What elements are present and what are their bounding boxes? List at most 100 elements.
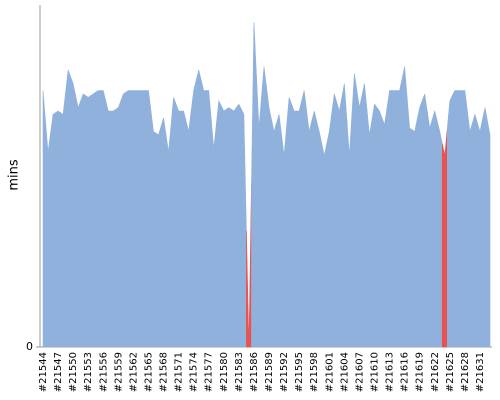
x-tick-label: #21601 bbox=[324, 352, 335, 392]
build-area bbox=[60, 92, 66, 348]
x-tick-label: #21619 bbox=[415, 352, 426, 392]
build-area bbox=[231, 106, 237, 348]
build-area bbox=[85, 95, 92, 348]
build-area bbox=[130, 90, 137, 348]
build-area bbox=[441, 128, 448, 348]
x-tick-label: #21571 bbox=[174, 352, 185, 392]
build-area bbox=[462, 90, 468, 348]
x-tick-label: #21616 bbox=[400, 352, 411, 392]
build-area bbox=[356, 90, 363, 348]
build-area bbox=[431, 109, 438, 348]
build-area bbox=[447, 95, 453, 348]
build-area bbox=[321, 143, 328, 348]
build-area bbox=[331, 93, 338, 348]
build-area bbox=[472, 113, 478, 348]
build-area bbox=[371, 103, 378, 348]
build-area bbox=[286, 97, 292, 348]
x-tick-label: #21544 bbox=[38, 352, 49, 392]
build-area bbox=[150, 110, 157, 348]
build-area bbox=[361, 83, 368, 348]
build-area bbox=[145, 90, 152, 348]
build-area bbox=[120, 91, 127, 348]
build-area bbox=[45, 121, 51, 348]
build-area bbox=[411, 119, 418, 348]
build-area bbox=[236, 103, 242, 348]
build-area bbox=[180, 110, 187, 348]
build-area bbox=[416, 100, 423, 348]
build-area bbox=[487, 121, 491, 348]
build-area bbox=[366, 109, 373, 348]
x-tick-label: #21607 bbox=[354, 352, 365, 392]
x-tick-label: #21598 bbox=[309, 352, 320, 392]
build-area bbox=[467, 110, 473, 348]
build-area bbox=[336, 97, 343, 348]
build-area bbox=[452, 90, 458, 348]
x-tick-label: #21562 bbox=[128, 352, 139, 392]
build-area bbox=[396, 78, 403, 348]
x-tick-label: #21556 bbox=[98, 352, 109, 392]
x-tick-label: #21592 bbox=[279, 352, 290, 392]
build-area bbox=[306, 110, 313, 348]
build-area bbox=[155, 126, 162, 348]
build-area bbox=[205, 90, 212, 348]
build-area bbox=[175, 104, 182, 348]
build-area bbox=[226, 107, 232, 348]
build-area bbox=[386, 90, 393, 348]
build-area bbox=[457, 90, 463, 348]
build-area bbox=[341, 83, 348, 348]
x-tick-label: #21583 bbox=[234, 352, 245, 392]
build-area bbox=[70, 76, 76, 348]
build-area bbox=[381, 107, 388, 348]
build-area bbox=[351, 73, 358, 348]
build-area bbox=[42, 90, 46, 348]
build-area bbox=[281, 126, 287, 348]
build-area bbox=[391, 90, 398, 348]
build-area bbox=[110, 108, 117, 348]
build-area bbox=[241, 109, 247, 348]
x-tick-label: #21568 bbox=[159, 352, 170, 392]
build-area bbox=[195, 69, 202, 348]
x-tick-label: #21625 bbox=[445, 352, 456, 392]
build-area bbox=[105, 100, 112, 348]
build-area bbox=[160, 117, 167, 348]
x-tick-label: #21547 bbox=[53, 352, 64, 392]
build-area bbox=[125, 90, 132, 348]
build-area bbox=[165, 124, 172, 348]
x-tick-label: #21565 bbox=[143, 352, 154, 392]
build-area bbox=[95, 90, 102, 348]
x-tick-label: #21628 bbox=[460, 352, 471, 392]
x-tick-label: #21586 bbox=[249, 352, 260, 392]
build-area bbox=[311, 110, 318, 348]
x-tick-label: #21613 bbox=[385, 352, 396, 392]
x-tick-label: #21595 bbox=[294, 352, 305, 392]
x-tick-label: #21610 bbox=[369, 352, 380, 392]
build-area bbox=[246, 184, 252, 348]
build-area bbox=[326, 112, 333, 348]
build-area bbox=[100, 90, 107, 348]
build-area bbox=[140, 90, 147, 348]
x-tick-label: #21589 bbox=[264, 352, 275, 392]
x-tick-label: #21559 bbox=[113, 352, 124, 392]
build-area bbox=[426, 110, 433, 348]
build-area bbox=[90, 91, 97, 348]
x-tick-label: #21550 bbox=[68, 352, 79, 392]
build-area bbox=[75, 95, 81, 348]
build-area bbox=[251, 22, 257, 348]
build-area bbox=[406, 97, 413, 348]
build-area bbox=[316, 121, 323, 348]
build-area bbox=[482, 107, 488, 348]
build-area bbox=[80, 93, 86, 348]
build-area bbox=[55, 110, 61, 348]
build-area bbox=[346, 114, 353, 348]
build-area bbox=[185, 110, 192, 348]
build-area bbox=[115, 100, 122, 348]
build-area bbox=[170, 97, 177, 348]
build-area bbox=[261, 66, 267, 348]
build-area bbox=[436, 121, 443, 348]
build-area bbox=[200, 80, 207, 348]
build-area bbox=[256, 75, 262, 348]
build-area bbox=[50, 112, 56, 348]
build-area bbox=[421, 93, 428, 348]
build-area bbox=[65, 69, 71, 348]
